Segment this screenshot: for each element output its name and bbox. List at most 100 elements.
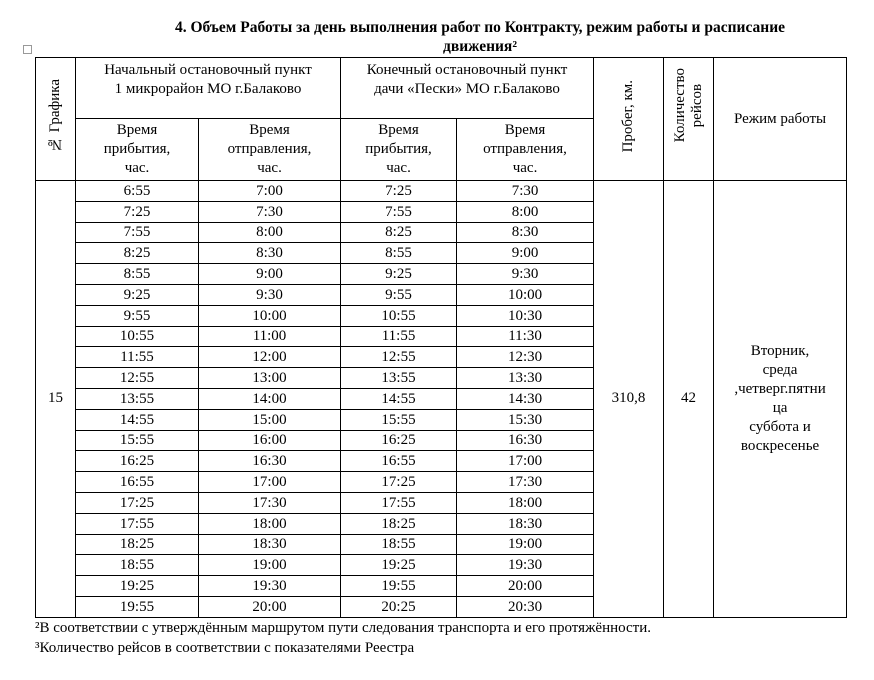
time-cell: 18:25 [75, 533, 199, 556]
time-cell: 12:30 [456, 346, 595, 369]
time-cell: 17:30 [456, 471, 595, 493]
time-cell: 16:30 [456, 429, 595, 452]
data-row: 18:25 18:30 18:55 19:00 [36, 533, 847, 556]
text-line: Время [378, 122, 419, 138]
time-cell: 18:00 [456, 491, 595, 514]
time-cell: 8:25 [75, 242, 199, 265]
time-cell: 12:00 [197, 346, 342, 369]
time-cell: 9:00 [456, 242, 595, 265]
time-cell: 20:00 [197, 595, 342, 618]
mileage: 310,8 [593, 180, 665, 618]
time-cell: 8:30 [456, 221, 595, 244]
time-cell: 14:00 [197, 387, 342, 410]
time-cell: 17:55 [75, 512, 199, 535]
text-line: час. [386, 160, 411, 176]
text-line: час. [512, 160, 538, 176]
time-cell: 14:30 [456, 387, 595, 410]
time-cell: 6:55 [75, 180, 199, 202]
time-cell: 9:00 [197, 263, 342, 285]
time-cell: 16:25 [75, 450, 199, 473]
time-cell: 8:55 [75, 263, 199, 285]
data-row: 15:55 16:00 16:25 16:30 [36, 429, 847, 452]
vertical-text: Количество рейсов [672, 68, 706, 142]
time-cell: 7:25 [340, 180, 458, 202]
data-row: 8:55 9:00 9:25 9:30 [36, 263, 847, 285]
time-cell: 20:30 [456, 595, 595, 618]
text-line: ца [772, 399, 788, 416]
title-line: 4. Объем Работы за день выполнения работ… [174, 19, 786, 36]
time-cell: 10:55 [340, 304, 458, 327]
time-cell: 17:30 [197, 491, 342, 514]
time-cell: 9:30 [197, 283, 342, 306]
time-cell: 13:55 [75, 387, 199, 410]
time-cell: 10:30 [456, 304, 595, 327]
time-cell: 13:00 [197, 367, 342, 389]
text-line: суббота и [749, 418, 811, 435]
time-cell: 11:55 [75, 346, 199, 369]
document-title: 4. Объем Работы за день выполнения работ… [100, 18, 860, 56]
time-cell: 20:00 [456, 575, 595, 597]
vertical-text: № Графика [47, 79, 63, 153]
time-cell: 11:00 [197, 325, 342, 348]
header-cell: Время отправления, час. [197, 118, 342, 181]
time-cell: 14:55 [340, 387, 458, 410]
time-cell: 10:00 [197, 304, 342, 327]
time-cell: 16:00 [197, 429, 342, 452]
time-cell: 9:25 [75, 283, 199, 306]
time-cell: 10:55 [75, 325, 199, 348]
data-row: 7:25 7:30 7:55 8:00 [36, 200, 847, 223]
time-cell: 16:55 [340, 450, 458, 473]
text-line: воскресенье [740, 437, 820, 454]
time-cell: 9:55 [75, 304, 199, 327]
time-cell: 16:55 [75, 471, 199, 493]
vertical-text: Пробег, км. [620, 79, 637, 153]
text-line: Конечный остановочный пункт [366, 62, 568, 78]
title-line: движения² [443, 38, 517, 55]
time-cell: 14:55 [75, 408, 199, 431]
time-cell: 18:55 [340, 533, 458, 556]
schedule-number: 15 [35, 180, 76, 618]
data-row: 16:25 16:30 16:55 17:00 [36, 450, 847, 473]
time-cell: 16:25 [340, 429, 458, 452]
text-line: дачи «Пески» МО г.Балаково [374, 81, 560, 97]
time-cell: 17:25 [75, 491, 199, 514]
time-cell: 17:00 [197, 471, 342, 493]
time-cell: 11:30 [456, 325, 595, 348]
schedule-table: № Графика Начальный остановочный пункт 1 м… [35, 57, 848, 618]
text-line: отправления, [227, 141, 312, 157]
header-cell: Начальный остановочный пункт 1 микрорайон… [74, 57, 342, 119]
time-cell: 17:00 [456, 450, 595, 473]
time-cell: 18:30 [197, 533, 342, 556]
header-cell: № Графика [35, 57, 76, 181]
data-row: 11:55 12:00 12:55 12:30 [36, 346, 847, 369]
data-row: 15 6:55 7:00 7:25 7:30 310,8 42 Вторник, среда ,ч… [35, 180, 848, 618]
time-cell: 8:25 [340, 221, 458, 244]
time-cell: 8:00 [197, 221, 342, 244]
header-cell: Количество рейсов [663, 57, 715, 181]
text-line: час. [257, 160, 282, 176]
time-cell: 15:55 [75, 429, 199, 452]
time-cell: 19:30 [197, 575, 342, 597]
time-cell: 12:55 [75, 367, 199, 389]
time-cell: 15:00 [197, 408, 342, 431]
time-cell: 10:00 [456, 283, 595, 306]
time-cell: 7:00 [197, 180, 342, 202]
time-cell: 18:55 [75, 554, 199, 577]
time-cell: 8:30 [197, 242, 342, 265]
time-cell: 17:55 [340, 491, 458, 514]
time-cell: 18:30 [456, 512, 595, 535]
text-line: Количество [671, 68, 688, 143]
text-line: Время [116, 122, 158, 138]
time-cell: 18:25 [340, 512, 458, 535]
time-cell: 20:25 [340, 595, 458, 618]
time-cell: 19:55 [75, 595, 199, 618]
text-line: Время [504, 122, 546, 138]
time-cell: 19:30 [456, 554, 595, 577]
time-cell: 18:00 [197, 512, 342, 535]
time-cell: 7:30 [197, 200, 342, 223]
header-cell: Время отправления, час. [456, 118, 595, 181]
time-cell: 13:55 [340, 367, 458, 389]
header-row: № Графика Начальный остановочный пункт 1 м… [35, 57, 848, 181]
text-line: час. [124, 160, 150, 176]
time-cell: 7:55 [75, 221, 199, 244]
